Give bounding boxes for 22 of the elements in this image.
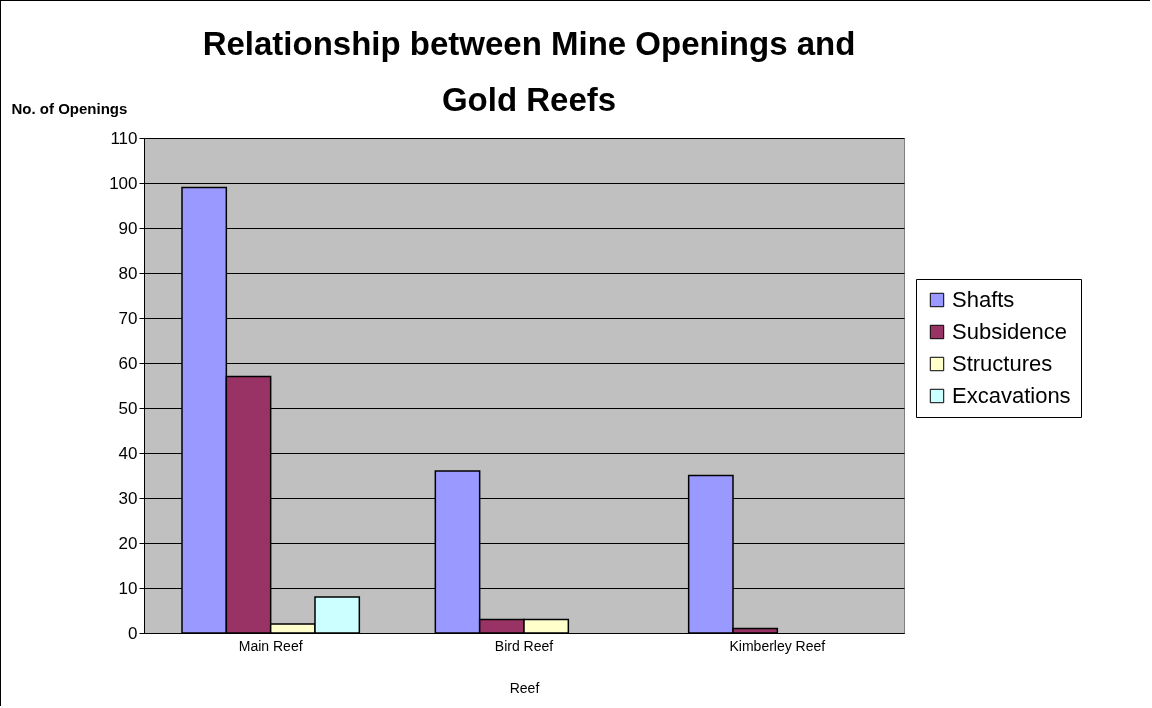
y-tick-label: 60 bbox=[118, 353, 138, 373]
legend-label: Structures bbox=[952, 351, 1053, 376]
y-tick-label: 20 bbox=[118, 533, 138, 553]
legend-label: Excavations bbox=[952, 383, 1071, 408]
x-tick-label: Bird Reef bbox=[494, 637, 554, 654]
y-tick-label: 100 bbox=[109, 173, 138, 193]
y-tick-label: 30 bbox=[118, 488, 138, 508]
y-tick-label: 50 bbox=[118, 398, 138, 418]
legend-label: Shafts bbox=[952, 287, 1015, 312]
x-tick-label: Main Reef bbox=[238, 637, 303, 654]
y-tick-label: 0 bbox=[128, 623, 138, 643]
y-tick-label: 80 bbox=[118, 263, 138, 283]
y-axis-title: No. of Openings bbox=[11, 99, 128, 117]
y-tick-label: 10 bbox=[118, 578, 138, 598]
y-tick-label: 110 bbox=[110, 128, 138, 148]
y-tick-label: 40 bbox=[118, 443, 138, 463]
y-tick-label: 90 bbox=[118, 218, 138, 238]
x-tick-label: Kimberley Reef bbox=[729, 637, 826, 654]
legend-label: Subsidence bbox=[952, 319, 1067, 344]
y-tick-label: 70 bbox=[118, 308, 138, 328]
chart-title: Relationship between Mine Openings and Gold Reefs bbox=[202, 25, 856, 118]
x-axis-title: Reef bbox=[509, 679, 540, 696]
